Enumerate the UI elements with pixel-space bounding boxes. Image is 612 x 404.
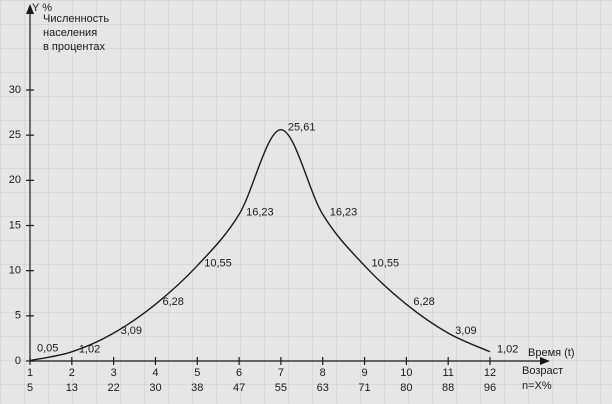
x2-tick-label: 5 [27, 382, 33, 394]
x-tick-label: 4 [152, 367, 158, 379]
x-tick-label: 6 [236, 367, 242, 379]
x2-tick-label: 38 [191, 382, 203, 394]
x2-tick-label: 13 [66, 382, 78, 394]
x2-tick-label: 30 [149, 382, 161, 394]
data-label: 6,28 [162, 296, 183, 308]
data-label: 10,55 [204, 258, 232, 270]
data-label: 1,02 [497, 344, 518, 356]
data-label: 3,09 [121, 325, 142, 337]
line [29, 128, 491, 362]
y-tick-label: 30 [9, 84, 21, 96]
x-tick-label: 9 [361, 367, 367, 379]
data-label: 25,61 [288, 122, 316, 134]
x-tick-label: 8 [320, 367, 326, 379]
x-tick-label: 3 [111, 367, 117, 379]
x2-tick-label: 55 [275, 382, 287, 394]
data-label: 16,23 [246, 206, 274, 218]
data-label: 3,09 [455, 325, 476, 337]
x-tick-label: 11 [442, 367, 453, 379]
y-tick-label: 10 [9, 265, 21, 277]
x2-tick-label: 96 [484, 382, 496, 394]
x2-axis-label: Возраст [522, 365, 563, 377]
y-tick-label: 15 [9, 219, 21, 231]
y-tick-label: 25 [9, 129, 21, 141]
x2-tick-label: 63 [317, 382, 329, 394]
y-axis-label: Y % [32, 2, 52, 14]
x-tick-label: 10 [400, 367, 412, 379]
x2-axis-label: n=X% [522, 380, 552, 392]
x-tick-label: 12 [484, 367, 496, 379]
y-tick-label: 0 [15, 355, 21, 367]
data-label: 1,02 [79, 344, 100, 356]
data-label: 0,05 [37, 342, 58, 354]
x-axis-arrow [540, 357, 550, 365]
x-tick-label: 7 [278, 367, 284, 379]
y-axis-title: Численность [43, 13, 109, 25]
x2-tick-label: 22 [108, 382, 120, 394]
y-axis-arrow [26, 4, 34, 14]
x-tick-label: 2 [69, 367, 75, 379]
x-tick-label: 1 [27, 367, 33, 379]
x2-tick-label: 88 [442, 382, 454, 394]
y-tick-label: 20 [9, 174, 21, 186]
data-label: 16,23 [330, 206, 358, 218]
x-tick-label: 5 [194, 367, 200, 379]
y-axis-title: в процентах [43, 41, 105, 53]
y-axis-title: населения [43, 27, 97, 39]
data-label: 6,28 [413, 296, 434, 308]
x2-tick-label: 71 [358, 382, 370, 394]
x-axis-label: Время (t) [528, 347, 575, 359]
data-label: 10,55 [372, 258, 400, 270]
y-tick-label: 5 [15, 310, 21, 322]
x2-tick-label: 47 [233, 382, 245, 394]
x2-tick-label: 80 [400, 382, 412, 394]
